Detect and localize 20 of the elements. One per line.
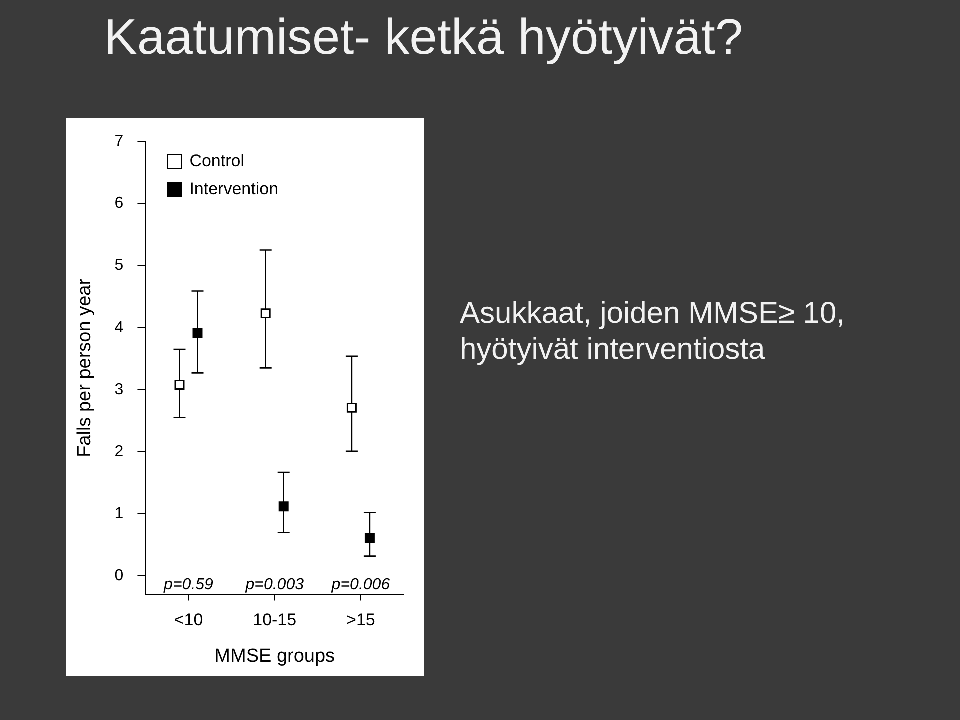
- legend-label: Control: [190, 151, 245, 170]
- annotation: p=0.006: [330, 576, 390, 594]
- x-axis-title: MMSE groups: [214, 646, 336, 667]
- y-tick-label: 2: [114, 443, 124, 460]
- x-tick-label: >15: [346, 610, 376, 630]
- annotation: p=0.59: [163, 576, 214, 594]
- y-tick-label: 0: [114, 568, 124, 585]
- y-tick-label: 1: [114, 506, 124, 522]
- chart-title: Kaatumiset- ketkä hyötyivät?: [104, 8, 744, 66]
- text: Asukkaat, joiden MMSE≥ 10, hyötyivät interventiosta: [460, 296, 846, 368]
- y-tick-label: 6: [114, 195, 124, 212]
- x-tick-label: 10-15: [253, 610, 297, 630]
- annotation: p=0.003: [244, 576, 304, 594]
- x-tick-label: <10: [174, 610, 204, 630]
- legend-label: Intervention: [190, 179, 279, 198]
- y-tick-label: 4: [114, 319, 124, 336]
- y-tick-label: 5: [114, 257, 124, 274]
- y-tick-label: 3: [114, 381, 124, 398]
- y-tick-label: 7: [114, 133, 124, 150]
- y-axis-title: Falls per person year: [74, 278, 96, 458]
